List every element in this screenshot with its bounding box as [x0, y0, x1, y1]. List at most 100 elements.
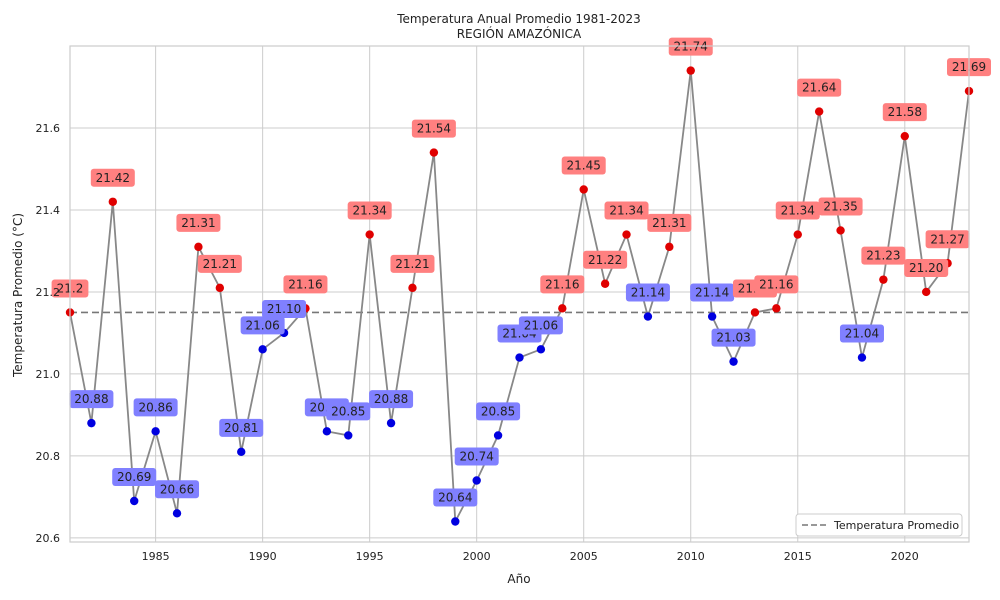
data-label: 21.21	[197, 254, 242, 273]
data-label-box	[347, 201, 392, 220]
y-tick-label: 20.6	[36, 532, 61, 545]
grid	[70, 46, 969, 542]
data-point	[451, 517, 460, 526]
data-label-box	[326, 402, 371, 421]
data-label-text: 21.20	[909, 261, 943, 275]
y-tick-label: 21.4	[36, 204, 61, 217]
data-label: 20.64	[433, 488, 478, 507]
data-label-box	[818, 197, 863, 216]
data-label-box	[647, 213, 692, 232]
data-label-box	[754, 275, 799, 294]
data-label: 21.64	[797, 78, 842, 97]
x-tick-label: 1995	[356, 550, 384, 563]
data-label: 21.54	[411, 119, 456, 138]
data-label: 21.34	[604, 201, 649, 220]
data-label: 21.35	[818, 197, 863, 216]
data-point	[707, 312, 717, 321]
series-line	[69, 70, 970, 525]
data-label: 21.20	[904, 258, 949, 277]
data-label-text: 20.85	[331, 404, 365, 418]
data-label: 20.81	[219, 418, 264, 437]
data-label-text: 20.85	[481, 404, 515, 418]
data-label-box	[775, 201, 820, 220]
data-label-text: 21.14	[695, 286, 729, 300]
data-point	[493, 431, 503, 440]
data-label-text: 20.88	[374, 392, 408, 406]
data-label-box	[112, 468, 157, 487]
data-label-box	[411, 119, 456, 138]
data-label-box	[625, 283, 670, 302]
data-label-box	[925, 230, 970, 249]
data-label: 21.31	[176, 213, 221, 232]
y-tick-label: 20.8	[36, 450, 61, 463]
data-label-text: 21.31	[181, 216, 215, 230]
data-point	[515, 353, 524, 362]
data-point	[386, 418, 396, 428]
data-label-box	[454, 447, 499, 466]
data-label: 21.06	[518, 316, 563, 335]
data-label-box	[69, 390, 114, 409]
data-point	[643, 312, 653, 321]
data-label: 20.74	[454, 447, 499, 466]
data-label: 20.85	[326, 402, 371, 421]
data-point	[429, 148, 439, 157]
x-tick-label: 2020	[891, 550, 919, 563]
x-tick-label: 2010	[677, 550, 705, 563]
data-point	[237, 447, 246, 457]
data-point	[600, 279, 610, 288]
data-label: 21.14	[625, 283, 670, 302]
chart-title: Temperatura Anual Promedio 1981-2023	[396, 12, 641, 26]
data-label: 21.16	[754, 275, 799, 294]
data-point	[750, 308, 760, 317]
data-label-box	[155, 480, 200, 499]
y-tick-label: 21.2	[36, 286, 61, 299]
data-point	[900, 131, 909, 141]
data-label-box	[390, 254, 435, 273]
data-label: 21.34	[775, 201, 820, 220]
data-label: 21.23	[861, 246, 906, 265]
data-label-box	[797, 78, 842, 97]
data-point	[793, 230, 802, 239]
data-label: 21.42	[90, 168, 135, 187]
data-label-text: 21.16	[545, 277, 579, 291]
data-label: 20.88	[69, 390, 114, 409]
data-point	[622, 230, 631, 239]
data-label-box	[882, 103, 927, 122]
data-point	[921, 287, 931, 297]
data-label-text: 21.34	[609, 204, 643, 218]
data-label-text: 21.35	[823, 199, 857, 213]
data-label-box	[262, 299, 307, 318]
data-label-text: 21.06	[524, 318, 558, 332]
data-point	[151, 427, 160, 436]
data-label: 21.21	[390, 254, 435, 273]
data-point	[172, 509, 182, 518]
data-label: 21.14	[690, 283, 735, 302]
data-point	[108, 197, 118, 206]
x-tick-label: 2015	[784, 550, 812, 563]
data-label-text: 21.34	[352, 204, 386, 218]
y-tick-label: 21.0	[36, 368, 61, 381]
data-label-box	[561, 156, 606, 175]
data-label: 20.86	[133, 398, 178, 417]
data-point	[322, 427, 332, 436]
data-points	[65, 66, 974, 526]
data-label-box	[583, 250, 628, 269]
data-label-text: 21.10	[267, 302, 301, 316]
data-point	[665, 242, 674, 252]
data-point	[536, 345, 546, 354]
data-labels: 21.220.8821.4220.6920.8620.6621.3121.212…	[51, 37, 991, 507]
data-point	[130, 496, 139, 506]
x-tick-label: 2000	[463, 550, 491, 563]
data-label: 20.69	[112, 468, 157, 487]
data-label-text: 20.88	[74, 392, 108, 406]
data-point	[194, 242, 203, 252]
data-label-box	[476, 402, 521, 421]
data-label: 20.66	[155, 480, 200, 499]
data-label-box	[176, 213, 221, 232]
data-label-text: 21.42	[96, 171, 130, 185]
data-label: 21.58	[882, 103, 927, 122]
data-label-text: 21.23	[866, 249, 900, 263]
data-label-text: 21.45	[567, 158, 601, 172]
data-label-text: 20.69	[117, 470, 151, 484]
